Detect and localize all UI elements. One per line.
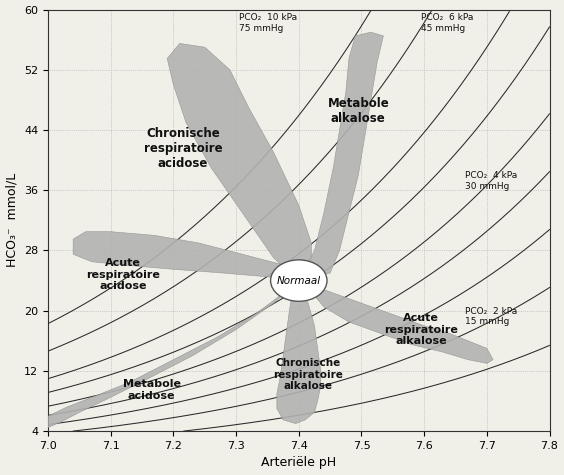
Ellipse shape bbox=[271, 260, 327, 301]
Text: Chronische
respiratoire
acidose: Chronische respiratoire acidose bbox=[143, 127, 222, 171]
Y-axis label: HCO₃⁻  mmol/L: HCO₃⁻ mmol/L bbox=[6, 173, 19, 267]
Polygon shape bbox=[167, 43, 311, 281]
Text: Normaal: Normaal bbox=[277, 276, 321, 285]
Text: Acute
respiratoire
acidose: Acute respiratoire acidose bbox=[86, 258, 160, 291]
Polygon shape bbox=[277, 281, 321, 424]
Text: Acute
respiratoire
alkalose: Acute respiratoire alkalose bbox=[384, 313, 458, 346]
Polygon shape bbox=[299, 281, 493, 363]
Text: PCO₂  4 kPa
30 mmHg: PCO₂ 4 kPa 30 mmHg bbox=[465, 171, 517, 191]
Text: PCO₂  2 kPa
15 mmHg: PCO₂ 2 kPa 15 mmHg bbox=[465, 307, 517, 326]
X-axis label: Arteriële pH: Arteriële pH bbox=[261, 456, 336, 469]
Text: PCO₂  10 kPa
75 mmHg: PCO₂ 10 kPa 75 mmHg bbox=[239, 13, 297, 33]
Text: PCO₂  6 kPa
45 mmHg: PCO₂ 6 kPa 45 mmHg bbox=[421, 13, 473, 33]
Text: Metabole
alkalose: Metabole alkalose bbox=[328, 97, 389, 125]
Polygon shape bbox=[73, 232, 299, 281]
Polygon shape bbox=[299, 32, 384, 281]
Text: Metabole
acidose: Metabole acidose bbox=[122, 379, 180, 400]
Text: Chronische
respiratoire
alkalose: Chronische respiratoire alkalose bbox=[274, 358, 343, 391]
Polygon shape bbox=[48, 281, 299, 428]
